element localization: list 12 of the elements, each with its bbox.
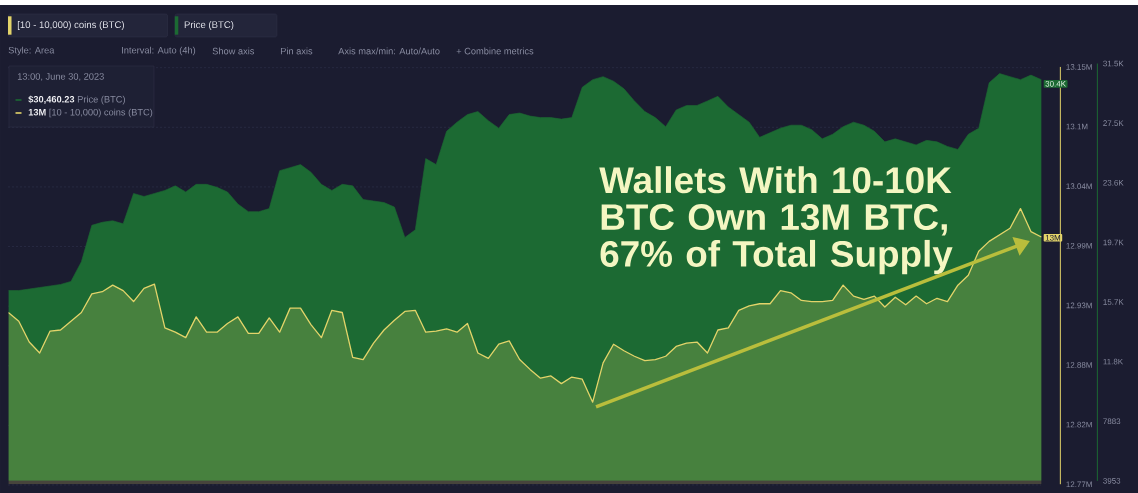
text: Interval: Auto (4h) — [122, 46, 196, 56]
annotation: Wallets With 10-10K BTC Own 13M BTC, 67% of Total Supply — [599, 166, 953, 275]
legend-label: [10 - 10,000) coins (BTC) — [17, 21, 124, 30]
text: Pin axis — [280, 47, 313, 55]
text: + Combine metrics — [456, 47, 534, 55]
annotation: $30,460.23 Price (BTC) — [28, 95, 125, 105]
text: Axis max/min: Auto/Auto — [338, 47, 440, 55]
text: Style: Area — [8, 46, 55, 56]
annotation: 13M [10 - 10,000) coins (BTC) — [28, 108, 153, 118]
legend-label: Price (BTC) — [184, 21, 234, 30]
text: Show axis — [212, 47, 255, 55]
annotation: 13:00, June 30, 2023 — [17, 73, 104, 81]
